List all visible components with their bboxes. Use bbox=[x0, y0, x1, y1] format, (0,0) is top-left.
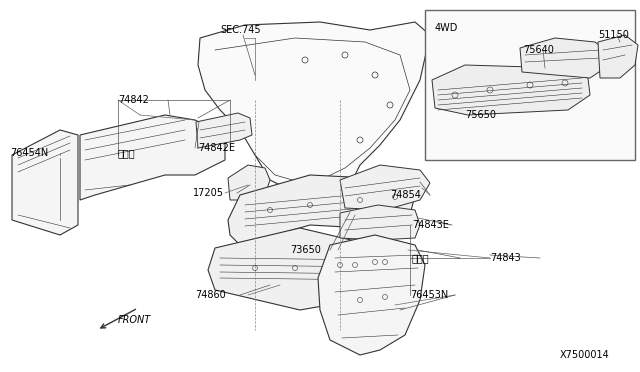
Bar bbox=[172, 125, 178, 130]
Text: X7500014: X7500014 bbox=[560, 350, 610, 360]
Polygon shape bbox=[340, 205, 420, 240]
Bar bbox=[157, 128, 163, 133]
Text: 75650: 75650 bbox=[465, 110, 496, 120]
Bar bbox=[425, 10, 635, 160]
Text: 73650: 73650 bbox=[290, 245, 321, 255]
Polygon shape bbox=[198, 22, 430, 200]
Text: 非譜充: 非譜充 bbox=[118, 148, 136, 158]
Text: FRONT: FRONT bbox=[118, 315, 151, 325]
Bar bbox=[127, 136, 133, 141]
Text: 75640: 75640 bbox=[523, 45, 554, 55]
Text: SEC.745: SEC.745 bbox=[220, 25, 260, 35]
Text: 非譜充: 非譜充 bbox=[412, 253, 429, 263]
Polygon shape bbox=[318, 235, 425, 355]
Polygon shape bbox=[80, 115, 225, 200]
Polygon shape bbox=[598, 35, 638, 78]
Polygon shape bbox=[228, 165, 270, 200]
Text: 76453N: 76453N bbox=[410, 290, 448, 300]
Text: 17205: 17205 bbox=[193, 188, 224, 198]
Text: 51150: 51150 bbox=[598, 30, 629, 40]
Text: 74854: 74854 bbox=[390, 190, 421, 200]
Text: 74843E: 74843E bbox=[412, 220, 449, 230]
Polygon shape bbox=[208, 228, 390, 310]
Polygon shape bbox=[12, 130, 78, 235]
Polygon shape bbox=[228, 175, 415, 245]
Text: 74842: 74842 bbox=[118, 95, 149, 105]
Polygon shape bbox=[520, 38, 608, 78]
Text: 4WD: 4WD bbox=[435, 23, 458, 33]
Text: 74843: 74843 bbox=[490, 253, 521, 263]
Polygon shape bbox=[196, 113, 252, 148]
Polygon shape bbox=[432, 65, 590, 115]
Text: 74842E: 74842E bbox=[198, 143, 235, 153]
Text: 76454N: 76454N bbox=[10, 148, 48, 158]
Text: 74860: 74860 bbox=[195, 290, 226, 300]
Polygon shape bbox=[340, 165, 430, 210]
